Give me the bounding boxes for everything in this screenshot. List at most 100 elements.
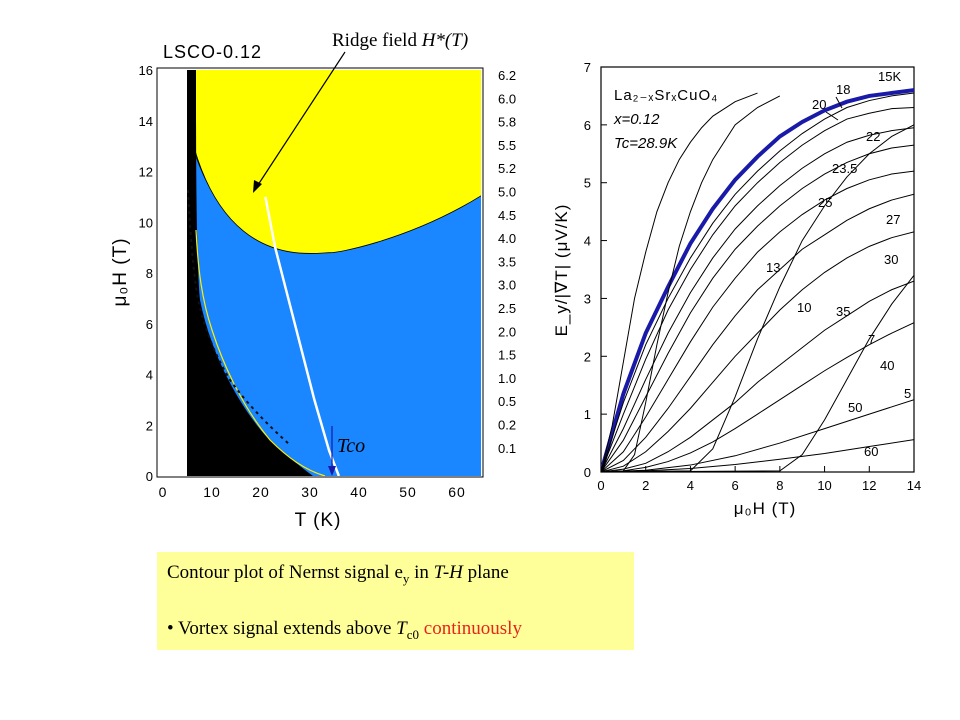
contour-level-label: 2.5 [498, 301, 516, 316]
right-x-tick-label: 4 [687, 478, 694, 493]
caption-line-1-text: Contour plot of Nernst signal e [167, 562, 403, 583]
caption-line-2-sub: c0 [406, 626, 420, 642]
right-x-tick-label: 14 [907, 478, 921, 493]
left-x-tick-label: 10 [203, 484, 221, 500]
contour-level-label: 3.0 [498, 278, 516, 293]
caption-box: Contour plot of Nernst signal ey in T-H … [157, 552, 634, 650]
series-labels: 15K 18 20 22 23.5 25 27 30 35 40 50 60 13 10 7 5 [766, 69, 911, 459]
right-x-axis-label: μ₀H (T) [734, 499, 797, 518]
series-label-arrow [825, 111, 839, 121]
series-label: 10 [797, 300, 811, 315]
series-label: 22 [866, 129, 880, 144]
ridge-field-label-text: Ridge field [332, 30, 422, 51]
series-label: 30 [884, 252, 898, 267]
tco-label: Tco [337, 435, 365, 457]
ridge-field-label-italic: H*(T) [421, 30, 468, 51]
ridge-field-label: Ridge field H*(T) [332, 30, 468, 51]
contour-level-label: 0.2 [498, 418, 516, 433]
series-label: 7 [868, 332, 875, 347]
series-label: 15K [878, 69, 901, 84]
left-y-tick-label: 14 [139, 114, 153, 129]
contour-level-label: 3.5 [498, 254, 516, 269]
series-line [601, 107, 914, 472]
series-line [601, 92, 914, 472]
series-label: 60 [864, 444, 878, 459]
yellow-boundary-line [195, 229, 326, 476]
contour-level-label: 0.1 [498, 441, 516, 456]
right-x-tick-label: 6 [732, 478, 739, 493]
right-x-tick-label: 8 [776, 478, 783, 493]
ridge-arrow-head [253, 180, 262, 193]
contour-level-label: 2.0 [498, 324, 516, 339]
left-y-tick-label: 2 [146, 418, 153, 433]
series-line [601, 193, 914, 472]
right-y-axis-label: E_y/|∇T| (μV/K) [552, 204, 571, 337]
right-x-tick-label: 0 [597, 478, 604, 493]
series-label: 27 [886, 212, 900, 227]
right-y-tick-label: 2 [584, 349, 591, 364]
right-y-tick-label: 1 [584, 407, 591, 422]
contour-level-label: 4.0 [498, 231, 516, 246]
series-label: 20 [812, 97, 826, 112]
left-y-tick-label: 16 [139, 63, 153, 78]
right-x-tick-labels: 0 2 4 6 8 10 12 14 [597, 466, 921, 493]
left-x-tick-label: 60 [448, 484, 466, 500]
ridge-line [264, 196, 341, 477]
series-line [601, 88, 914, 472]
series-label: 40 [880, 358, 894, 373]
left-x-tick-label: 40 [350, 484, 368, 500]
series-label: 13 [766, 260, 780, 275]
series-label-arrow [835, 96, 843, 109]
left-y-tick-label: 10 [139, 215, 153, 230]
contour-level-labels: 6.2 6.0 5.8 5.5 5.2 5.0 4.5 4.0 3.5 3.0 2.5 2.0 1.5 1… [498, 68, 516, 456]
series-line [601, 95, 781, 472]
caption-line-2-italic: T [396, 618, 407, 639]
right-x-tick-label: 12 [862, 478, 876, 493]
series-line [601, 439, 914, 472]
ridge-arrow-line [255, 51, 346, 189]
caption-line-1-post: plane [462, 562, 509, 583]
contour-bands [187, 70, 481, 254]
series-line [601, 274, 914, 472]
series-line [601, 280, 914, 472]
contour-level-label: 1.5 [498, 348, 516, 363]
contour-plot-title: LSCO-0.12 [163, 42, 262, 62]
caption-line-2-text: • Vortex signal extends above [167, 618, 397, 639]
left-y-tick-label: 0 [146, 469, 153, 484]
line-series-group [601, 88, 914, 472]
dashed-vortex-boundary [187, 189, 291, 446]
right-x-tick-label: 10 [817, 478, 831, 493]
left-x-axis-label: T (K) [295, 510, 342, 531]
contour-level-label: 1.0 [498, 371, 516, 386]
right-y-tick-label: 5 [584, 176, 591, 191]
contour-level-label: 0.5 [498, 394, 516, 409]
series-label: 35 [836, 304, 850, 319]
contour-level-label: 5.5 [498, 138, 516, 153]
right-x-tick-label: 2 [642, 478, 649, 493]
contour-band [187, 70, 481, 254]
right-y-tick-label: 3 [584, 291, 591, 306]
right-y-tick-label: 6 [584, 118, 591, 133]
formula-label: La₂₋ₓSrₓCuO₄ [614, 87, 718, 104]
doping-label: x=0.12 [613, 111, 660, 128]
contour-level-label: 4.5 [498, 208, 516, 223]
left-y-tick-label: 6 [146, 317, 153, 332]
series-line [601, 124, 914, 472]
caption-line-1-italic: T-H [433, 562, 463, 583]
caption-line-1: Contour plot of Nernst signal ey in T-H … [167, 562, 509, 587]
contour-level-label: 5.8 [498, 115, 516, 130]
tco-arrow-head [328, 466, 336, 476]
contour-plot: LSCO-0.12 Ridge field H*(T) Tco 0 2 4 6 8 10 1… [110, 30, 516, 531]
contour-level-label: 6.2 [498, 68, 516, 83]
right-y-tick-label: 4 [584, 234, 591, 249]
series-label: 25 [818, 195, 832, 210]
series-line [601, 322, 914, 472]
series-label: 5 [904, 386, 911, 401]
left-y-tick-label: 4 [146, 368, 153, 383]
right-y-tick-label: 0 [584, 465, 591, 480]
left-x-tick-label: 50 [399, 484, 417, 500]
contour-level-label: 5.2 [498, 161, 516, 176]
caption-line-1-mid: in [409, 562, 434, 583]
